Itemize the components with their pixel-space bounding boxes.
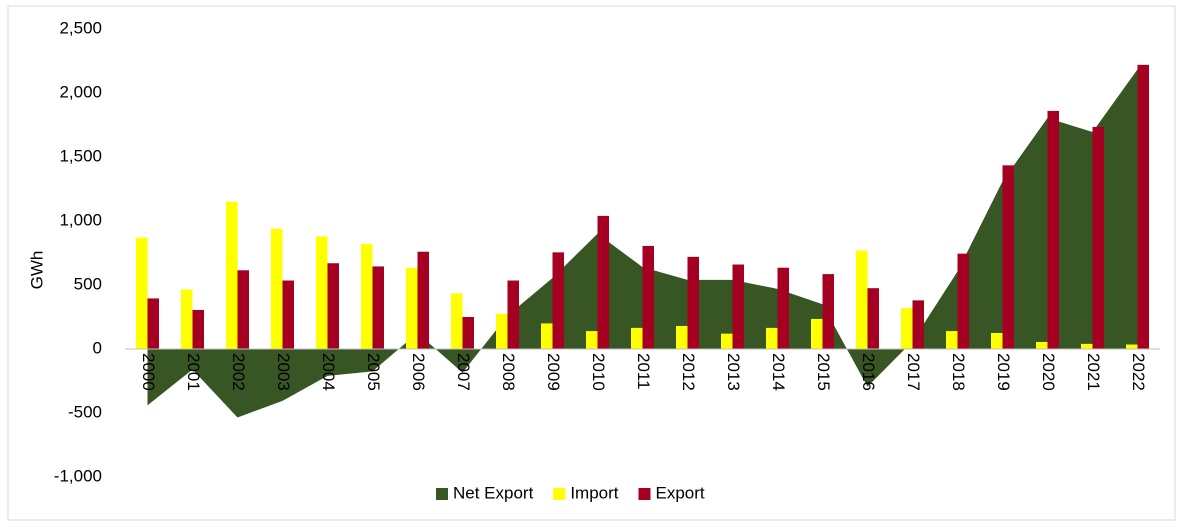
x-tick-label: 2014 — [769, 353, 788, 391]
legend-swatch — [436, 488, 448, 500]
bar — [541, 323, 553, 349]
x-tick-label: 2016 — [859, 353, 878, 391]
bar — [642, 245, 654, 349]
bar — [811, 318, 823, 349]
legend-label: Net Export — [453, 483, 534, 502]
x-tick-label: 2018 — [949, 353, 968, 391]
x-tick-label: 2000 — [139, 353, 158, 391]
bar — [912, 300, 924, 349]
bar — [1092, 126, 1104, 349]
bar — [147, 298, 159, 349]
x-tick-label: 2012 — [679, 353, 698, 391]
bar — [417, 251, 429, 349]
x-tick-label: 2005 — [364, 353, 383, 391]
bar — [462, 317, 474, 349]
y-tick-label: -1,000 — [54, 466, 102, 485]
bar — [181, 289, 193, 349]
x-tick-label: 2003 — [274, 353, 293, 391]
bar — [496, 313, 508, 349]
bar — [1047, 110, 1059, 349]
bar — [271, 228, 283, 349]
bar — [507, 280, 519, 349]
y-tick-label: 2,500 — [59, 18, 102, 37]
legend-label: Import — [570, 483, 618, 502]
y-tick-label: -500 — [68, 402, 102, 421]
x-tick-label: 2006 — [409, 353, 428, 391]
x-tick-label: 2004 — [319, 353, 338, 391]
x-tick-label: 2007 — [454, 353, 473, 391]
bar — [991, 333, 1003, 349]
y-axis-label: GWh — [27, 251, 46, 290]
x-tick-label: 2017 — [904, 353, 923, 391]
bar — [372, 266, 384, 349]
bar — [901, 308, 913, 349]
x-tick-label: 2019 — [994, 353, 1013, 391]
y-tick-label: 500 — [74, 274, 102, 293]
bar — [327, 263, 339, 349]
bar — [1081, 343, 1093, 349]
y-tick-label: 1,000 — [59, 210, 102, 229]
legend-swatch — [638, 488, 651, 500]
bar — [586, 331, 598, 349]
bar — [867, 288, 879, 349]
bar — [687, 256, 699, 349]
x-tick-label: 2011 — [634, 353, 653, 390]
bar — [1137, 64, 1149, 349]
bar — [361, 244, 373, 349]
bar — [451, 293, 463, 349]
bar — [676, 325, 688, 349]
x-tick-label: 2021 — [1084, 353, 1103, 391]
bar — [316, 236, 328, 349]
bar — [406, 267, 418, 349]
y-tick-label: 2,000 — [59, 82, 102, 101]
bar — [721, 333, 733, 349]
x-tick-label: 2002 — [229, 353, 248, 391]
bar — [777, 267, 789, 349]
x-tick-label: 2013 — [724, 353, 743, 391]
bar — [946, 331, 958, 349]
bar — [552, 252, 564, 349]
x-tick-label: 2010 — [589, 353, 608, 391]
bar — [282, 280, 294, 349]
x-tick-label: 2009 — [544, 353, 563, 391]
bar — [732, 264, 744, 349]
y-tick-label: 0 — [93, 338, 102, 357]
bar — [192, 309, 204, 349]
bar — [1036, 341, 1048, 349]
bar — [136, 237, 148, 349]
bar — [856, 250, 868, 349]
bar — [1002, 165, 1014, 349]
legend-label: Export — [656, 483, 705, 502]
bar — [237, 270, 249, 349]
x-tick-label: 2015 — [814, 353, 833, 391]
bar — [957, 253, 969, 349]
legend-swatch — [553, 488, 566, 500]
bar — [631, 327, 643, 349]
y-tick-label: 1,500 — [59, 146, 102, 165]
x-tick-label: 2022 — [1129, 353, 1148, 391]
bar — [226, 201, 238, 349]
x-tick-label: 2001 — [184, 353, 203, 391]
bar — [766, 327, 778, 349]
bar — [822, 274, 834, 349]
x-tick-label: 2020 — [1039, 353, 1058, 391]
x-tick-label: 2008 — [499, 353, 518, 391]
bar — [1126, 344, 1138, 349]
bar — [597, 215, 609, 349]
